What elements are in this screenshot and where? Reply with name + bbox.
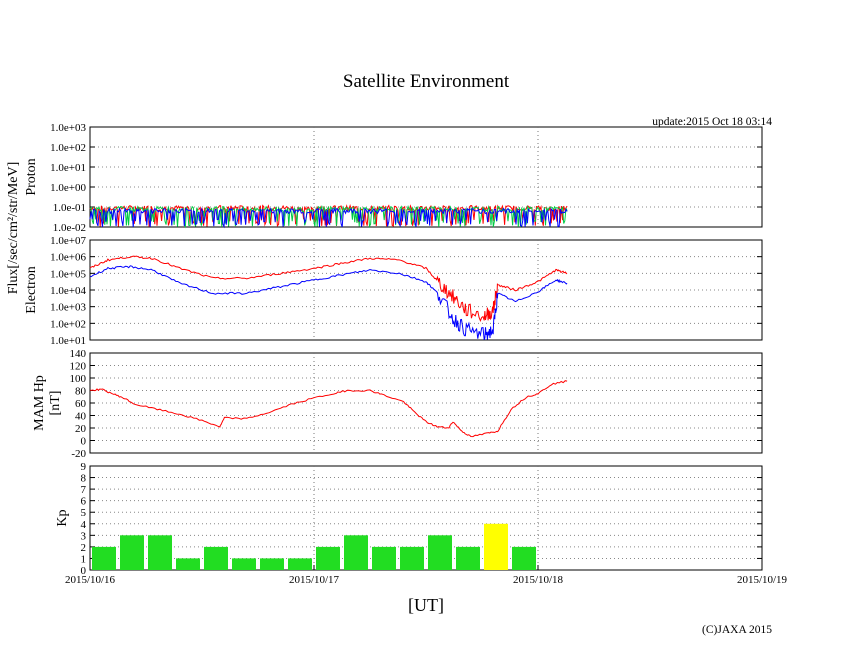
proton-series-low-energy <box>89 206 568 229</box>
magnetometer-ylabel-line: MAM Hp <box>32 375 47 431</box>
proton-series-mid-energy <box>89 204 568 229</box>
proton-frame <box>89 126 763 228</box>
proton-ytick-label: 1.0e+01 <box>50 162 86 174</box>
kp-ytick-label: 0 <box>81 565 87 577</box>
kp-bar <box>316 546 340 570</box>
electron-ylabel: Electron <box>24 266 39 313</box>
kp-bar <box>260 558 284 570</box>
magnetometer-ytick-label: 60 <box>75 398 87 410</box>
electron-series-lower-energy <box>89 255 568 323</box>
kp-ytick-label: 4 <box>81 519 87 531</box>
kp-ytick-label: 6 <box>81 496 87 508</box>
kp-bar <box>456 546 480 570</box>
kp-bar <box>232 558 256 570</box>
kp-bar <box>204 546 228 570</box>
proton-ytick-label: 1.0e-01 <box>53 202 86 214</box>
update-text: update:2015 Oct 18 03:14 <box>652 116 772 128</box>
magnetometer-ytick-label: 120 <box>70 361 87 373</box>
kp-ytick-label: 3 <box>81 530 87 542</box>
electron-ytick-label: 1.0e+02 <box>50 318 86 330</box>
proton-ytick-label: 1.0e-02 <box>53 222 86 234</box>
kp-bar <box>400 546 424 570</box>
x-tick-label: 2015/10/19 <box>737 574 788 586</box>
proton-ytick-label: 1.0e+02 <box>50 142 86 154</box>
kp-ytick-label: 2 <box>81 542 87 554</box>
kp-bar <box>148 535 172 570</box>
kp-bar <box>484 523 508 570</box>
magnetometer-ytick-label: 80 <box>75 386 87 398</box>
kp-bar <box>512 546 536 570</box>
magnetometer-ytick-label: 100 <box>70 373 87 385</box>
electron-ytick-label: 1.0e+07 <box>50 235 86 247</box>
kp-bar <box>428 535 452 570</box>
kp-ylabel: Kp <box>55 509 70 526</box>
copyright: (C)JAXA 2015 <box>702 624 772 636</box>
electron-ytick-label: 1.0e+01 <box>50 335 86 347</box>
proton-ytick-label: 1.0e+00 <box>50 182 86 194</box>
magnetometer-ylabel: MAM Hp[nT] <box>32 375 63 431</box>
kp-bar <box>344 535 368 570</box>
magnetometer-ytick-label: 0 <box>81 436 87 448</box>
magnetometer-ylabel-line: [nT] <box>48 391 63 416</box>
kp-ytick-label: 9 <box>81 461 87 473</box>
kp-ytick-label: 1 <box>81 553 87 565</box>
chart-title: Satellite Environment <box>343 71 510 92</box>
kp-ytick-label: 7 <box>81 484 87 496</box>
kp-bar <box>288 558 312 570</box>
kp-frame <box>89 465 763 571</box>
magnetometer-ytick-label: -20 <box>71 448 86 460</box>
magnetometer-series-Hp <box>89 380 568 438</box>
kp-bar <box>176 558 200 570</box>
electron-ytick-label: 1.0e+04 <box>50 285 86 297</box>
proton-ytick-label: 1.0e+03 <box>50 122 86 134</box>
magnetometer-ytick-label: 20 <box>75 423 87 435</box>
kp-bar <box>92 546 116 570</box>
kp-bar <box>372 546 396 570</box>
kp-ytick-label: 5 <box>81 507 87 519</box>
electron-ytick-label: 1.0e+05 <box>50 268 86 280</box>
x-axis-label: [UT] <box>408 595 444 615</box>
x-tick-label: 2015/10/18 <box>513 574 564 586</box>
flux-ylabel: Flux[/sec/cm²/str/MeV] <box>6 162 21 295</box>
electron-ytick-label: 1.0e+06 <box>50 252 86 264</box>
kp-ytick-label: 8 <box>81 473 87 485</box>
electron-series-higher-energy <box>89 265 568 340</box>
magnetometer-ytick-label: 40 <box>75 411 87 423</box>
x-tick-label: 2015/10/17 <box>289 574 340 586</box>
electron-ytick-label: 1.0e+03 <box>50 302 86 314</box>
magnetometer-ytick-label: 140 <box>70 348 87 360</box>
kp-bar <box>120 535 144 570</box>
x-tick-label: 2015/10/16 <box>65 574 116 586</box>
proton-ylabel: Proton <box>24 158 39 195</box>
